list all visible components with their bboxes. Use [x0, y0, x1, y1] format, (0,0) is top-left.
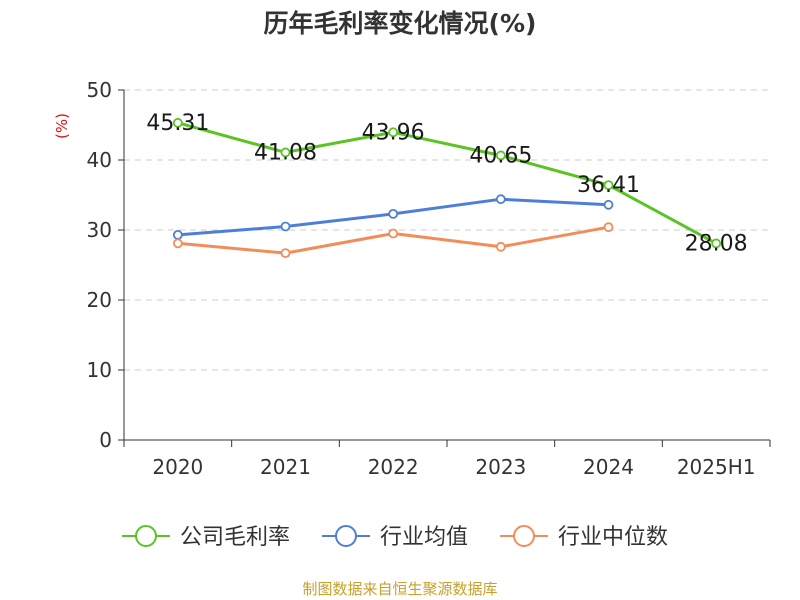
y-tick-label: 20 — [87, 288, 112, 312]
legend-label: 公司毛利率 — [180, 525, 290, 550]
chart-title: 历年毛利率变化情况(%) — [263, 9, 537, 38]
y-tick-label: 10 — [87, 358, 112, 382]
data-point-2 — [495, 241, 506, 252]
data-label: 40.65 — [469, 143, 532, 168]
data-label: 36.41 — [577, 173, 640, 198]
data-point-0 — [711, 238, 722, 249]
x-tick-label: 2024 — [583, 455, 634, 479]
data-point-0 — [172, 117, 183, 128]
legend-marker-2 — [513, 525, 535, 547]
data-point-1 — [495, 194, 506, 205]
data-label: 41.08 — [254, 140, 317, 165]
data-point-1 — [172, 229, 183, 240]
data-point-2 — [280, 248, 291, 259]
legend-marker-0 — [135, 525, 157, 547]
data-point-0 — [388, 127, 399, 138]
data-point-0 — [603, 180, 614, 191]
data-label: 45.31 — [146, 111, 209, 136]
data-point-2 — [172, 238, 183, 249]
legend-label: 行业均值 — [380, 525, 468, 550]
y-tick-label: 50 — [87, 78, 112, 102]
x-tick-label: 2025H1 — [677, 455, 756, 479]
x-tick-label: 2022 — [368, 455, 419, 479]
x-tick-label: 2023 — [475, 455, 526, 479]
data-point-1 — [280, 221, 291, 232]
data-point-2 — [388, 228, 399, 239]
data-point-2 — [603, 222, 614, 233]
data-point-1 — [388, 208, 399, 219]
data-source-note: 制图数据来自恒生聚源数据库 — [302, 580, 498, 598]
y-axis-label: (%) — [53, 113, 71, 139]
legend-marker-1 — [335, 525, 357, 547]
axes: 0 10 20 30 40 50 2020 2021 2022 2023 2024 2025H1 (%) — [53, 78, 771, 479]
legend: 公司毛利率 行业均值 行业中位数 — [122, 525, 668, 550]
series-line-0 — [177, 121, 717, 245]
x-tick-label: 2020 — [152, 455, 203, 479]
data-label: 28.08 — [685, 231, 748, 256]
y-tick-label: 30 — [87, 218, 112, 242]
data-label: 43.96 — [362, 120, 425, 145]
data-labels: 45.31 41.08 43.96 40.65 36.41 28.08 — [146, 111, 747, 257]
data-point-0 — [280, 147, 291, 158]
y-tick-label: 0 — [99, 428, 112, 452]
y-tick-label: 40 — [87, 148, 112, 172]
x-tick-label: 2021 — [260, 455, 311, 479]
series-lines — [172, 117, 722, 259]
legend-label: 行业中位数 — [558, 525, 668, 550]
grid-lines — [124, 89, 770, 371]
data-point-1 — [603, 199, 614, 210]
data-point-0 — [495, 150, 506, 161]
